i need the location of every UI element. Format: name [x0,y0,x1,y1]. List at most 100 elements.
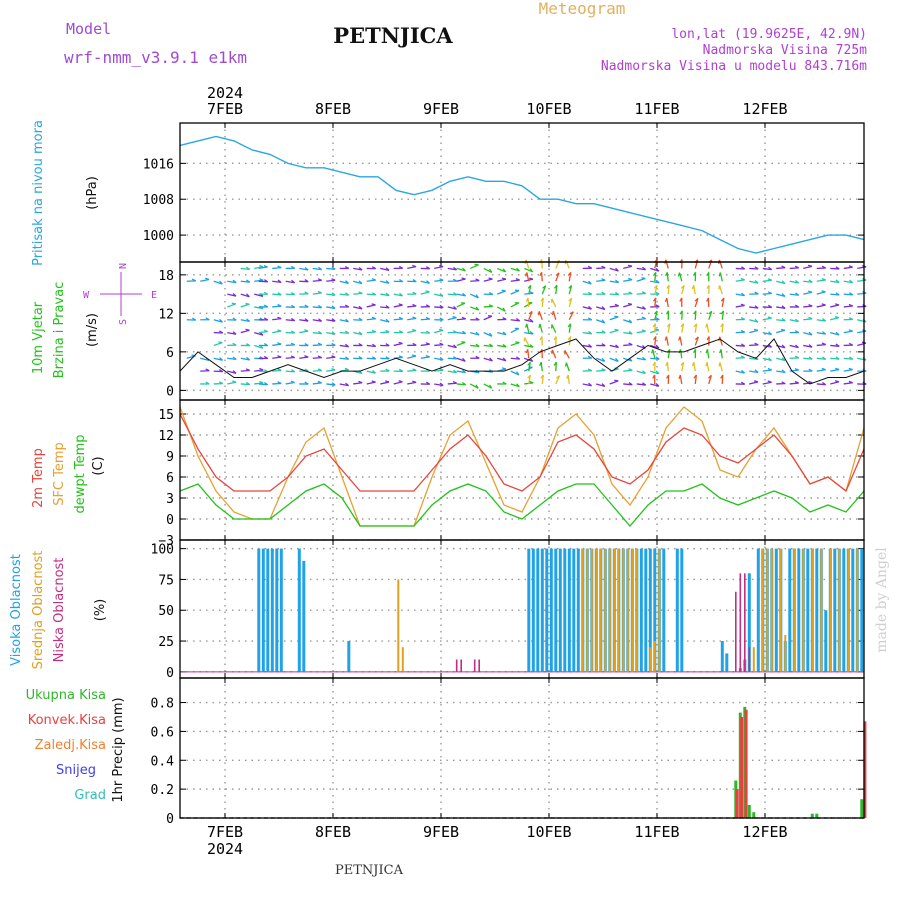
wind-arrow [582,331,592,335]
wind-arrow-head [565,362,567,367]
wind-arrow-head [588,344,593,348]
wind-arrow-head [439,293,444,297]
wind-arrow [830,317,840,321]
wind-arrow [564,350,570,359]
wind-arrow [312,292,322,295]
precip-bar [740,717,744,818]
wind-arrow [650,383,660,387]
wind-arrow-head [277,329,282,332]
wind-arrow-head [767,380,772,383]
precipitation-ytick-label: 0.2 [151,783,174,798]
wind-arrow [623,331,633,335]
wind-arrow [843,305,853,308]
wind-arrow [299,319,309,322]
precip-series-1 [735,709,867,818]
wind-arrow [816,319,826,322]
wind-arrow [353,331,363,336]
wind-arrow-head [655,356,660,360]
wind-arrow-head [304,343,309,347]
wind-arrow [523,366,533,372]
wind-arrow [830,304,840,308]
cloud-bar [847,548,850,672]
wind-arrow-head [740,329,746,333]
wind-arrow-head [412,316,417,320]
wind-arrow-head [540,297,544,302]
wind-arrow [789,293,799,296]
wind-arrow-head [232,331,237,335]
wind-arrow-head [259,380,264,384]
wind-arrow [456,267,466,272]
wind-arrow-head [358,331,363,335]
wind-panel-label-1: 10m Vjetar [31,301,46,374]
wind-arrow-head [277,316,282,320]
top-date-label: 9FEB [423,100,459,118]
wind-arrow-head [821,265,827,269]
wind-arrow-head [529,268,534,273]
wind-arrow [735,370,745,374]
top-date-label: 12FEB [742,100,787,118]
cloud-bar [851,548,855,672]
precip-bar [860,799,864,818]
wind-arrow [776,319,786,322]
wind-arrow [326,383,336,386]
wind-arrow [528,362,531,372]
wind-arrow [596,279,606,282]
bottom-date-label: 8FEB [315,823,351,841]
cloud-bar [860,548,864,672]
wind-arrow-head [516,318,521,322]
wind-arrow [258,266,268,270]
wind-arrow-head [439,382,444,387]
wind-arrow [721,323,724,333]
pressure-ytick-label: 1016 [143,157,174,172]
wind-arrow [540,362,543,372]
wind-arrow-head [780,328,786,331]
wind-arrow-head [627,264,633,267]
cloud-bar [802,548,805,672]
wind-arrow [735,304,745,308]
wind-arrow-head [246,356,251,361]
wind-arrow-head [461,277,466,280]
wind-arrow-head [821,277,826,281]
wind-arrow-head [691,285,695,290]
wind-arrow [326,306,336,310]
wind-arrow-head [488,291,494,296]
wind-arrow-head [652,297,657,302]
wind-arrow [789,344,799,349]
temp-line-2 [179,483,865,527]
bottom-date-label: 9FEB [423,823,459,841]
cloud-ytick-label: 0 [166,666,174,681]
wind-arrow-head [680,323,684,328]
wind-arrow [555,285,558,295]
wind-arrow-head [601,265,606,269]
wind-arrow [497,357,507,362]
wind-arrow-head [371,266,377,270]
wind-arrow [609,305,619,308]
wind-arrow-head [540,374,544,379]
wind-arrow [524,331,534,335]
wind-arrow [366,304,376,308]
top-year-label: 2024 [207,84,243,102]
wind-arrow-head [553,336,557,341]
wind-arrow [749,381,759,385]
wind-arrow-head [412,264,417,268]
wind-arrow [623,279,633,282]
cloud-bar [455,659,458,672]
wind-arrow-head [318,330,323,335]
wind-arrow [523,337,530,346]
wind-arrow-head [665,361,669,367]
wind-arrow [510,383,520,388]
wind-arrow [749,306,759,309]
wind-arrow [762,381,772,385]
wind-arrow [312,369,322,372]
wind-arrow [420,331,430,334]
cloud-ytick-label: 50 [158,604,174,619]
wind-arrow-head [232,279,237,284]
wind-arrow-head [475,278,480,282]
wind-arrow [694,374,698,385]
pressure-ytick-label: 1008 [143,193,174,208]
wind-arrow-head [821,290,826,293]
wind-arrow-head [614,315,619,318]
wind-arrow [596,369,606,372]
wind-arrow-head [720,374,724,379]
wind-arrow-head [205,277,210,281]
